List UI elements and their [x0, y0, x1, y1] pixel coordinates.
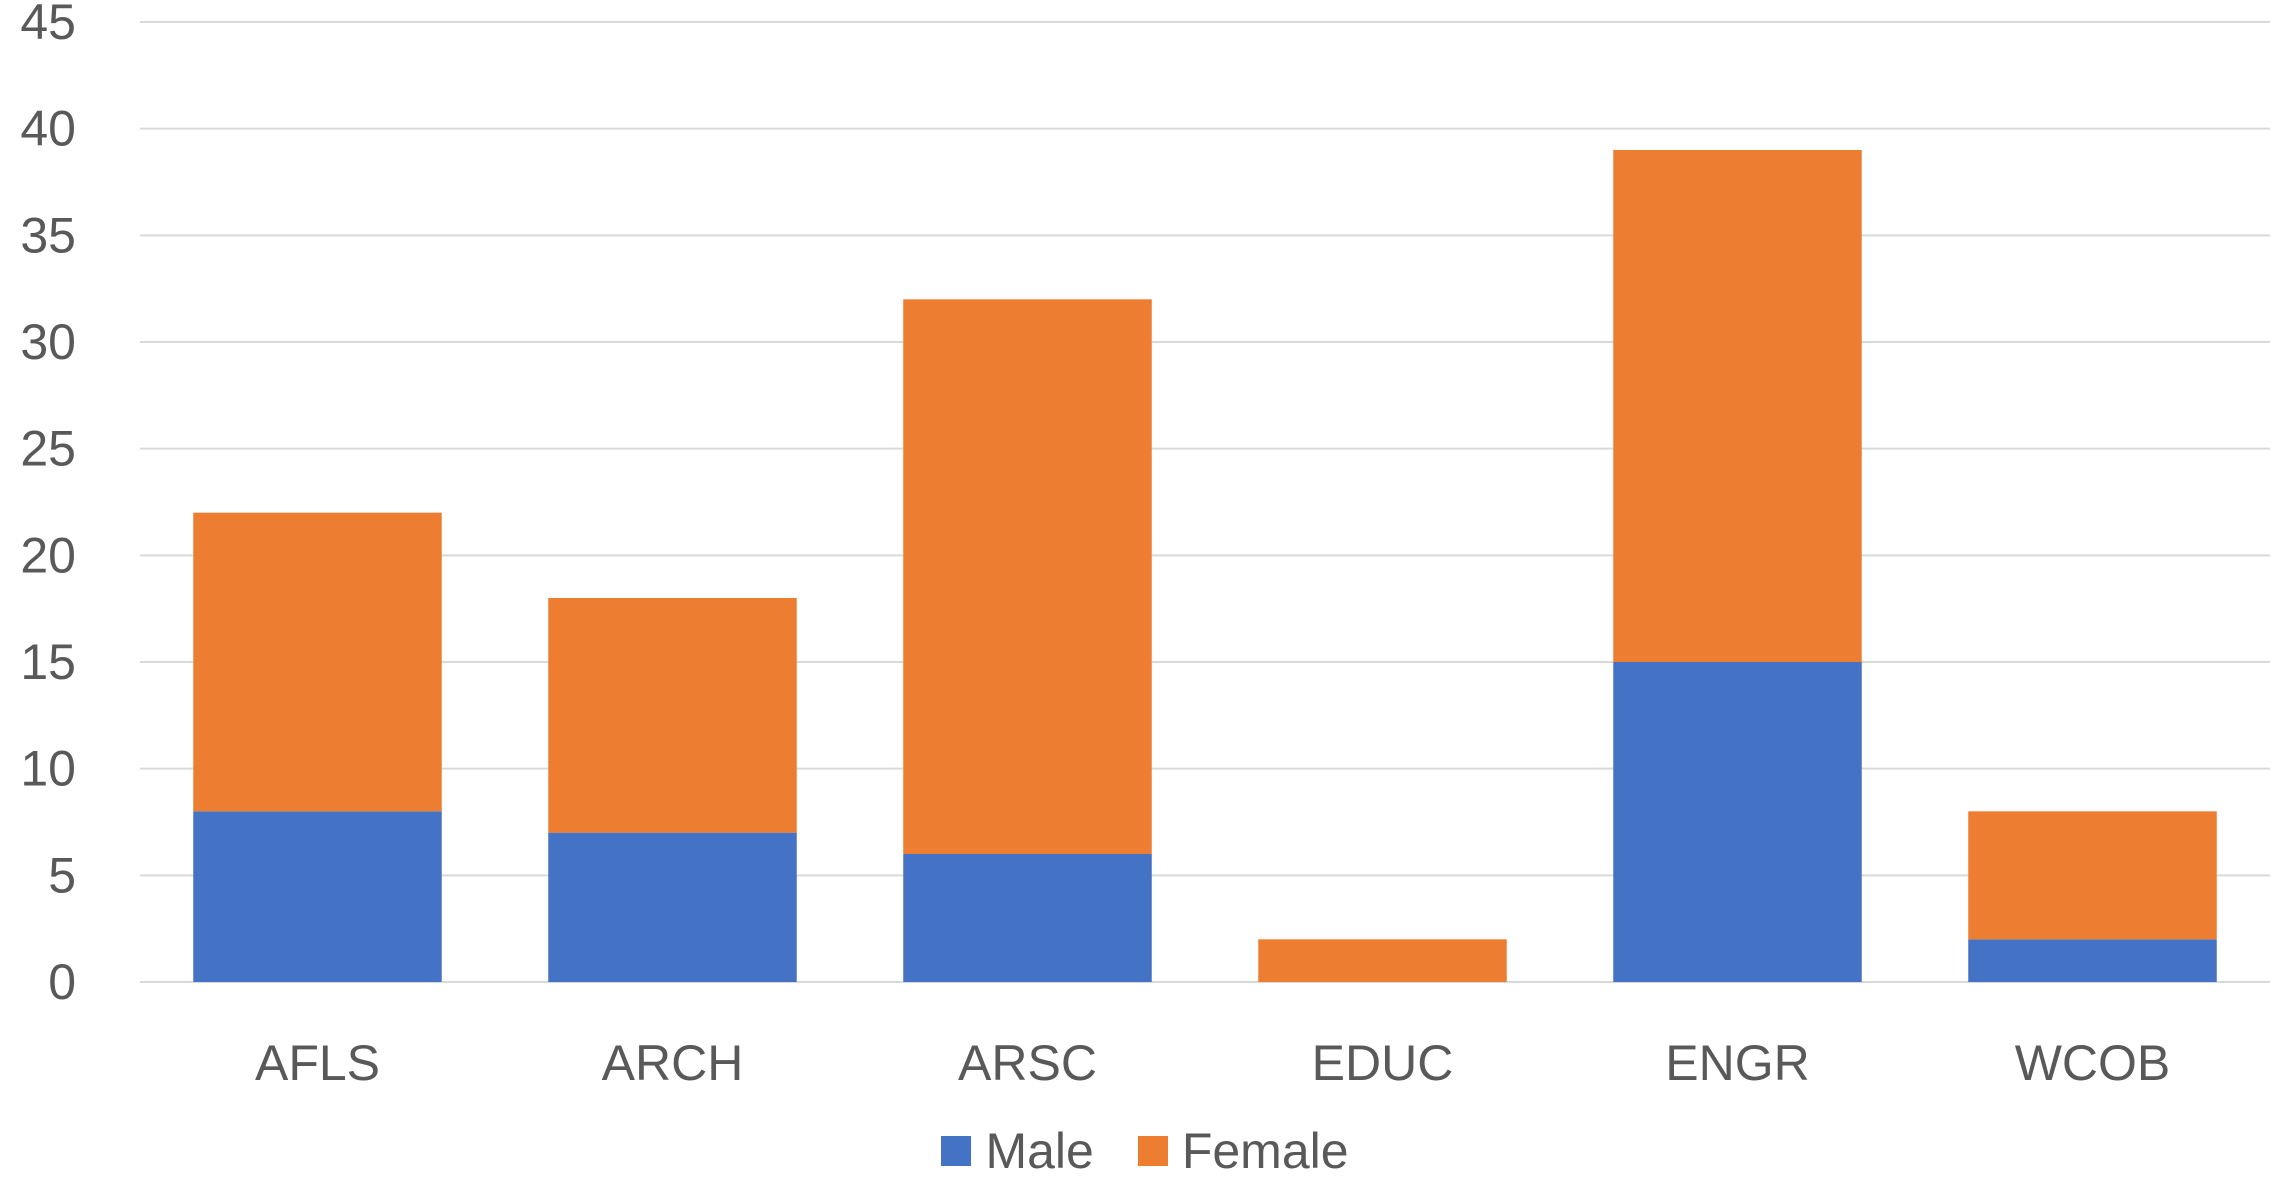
x-tick-label-wcob: WCOB — [2015, 1035, 2171, 1091]
x-tick-label-engr: ENGR — [1665, 1035, 1809, 1091]
bar-female-engr — [1613, 150, 1862, 662]
gridlines — [140, 21, 2270, 983]
y-tick-label: 15 — [20, 634, 76, 690]
bar-female-afls — [193, 512, 442, 812]
y-tick-label: 30 — [20, 314, 76, 370]
y-tick-label: 0 — [48, 954, 76, 1010]
y-tick-label: 40 — [20, 101, 76, 157]
y-tick-label: 10 — [20, 741, 76, 797]
y-tick-label: 25 — [20, 421, 76, 477]
y-tick-label: 45 — [20, 0, 76, 50]
legend-label-female: Female — [1181, 1123, 1349, 1179]
y-axis-ticks: 0 5 10 15 20 25 30 35 40 45 — [20, 0, 76, 1010]
bar-female-wcob — [1968, 811, 2217, 940]
bar-female-arch — [548, 598, 797, 833]
bar-male-engr — [1613, 662, 1862, 982]
x-axis-ticks: AFLS ARCH ARSC EDUC ENGR WCOB — [255, 1035, 2170, 1091]
legend-label-male: Male — [985, 1123, 1094, 1179]
legend: Male Female — [0, 1122, 2290, 1180]
x-tick-label-arsc: ARSC — [958, 1035, 1097, 1091]
y-tick-label: 35 — [20, 207, 76, 263]
x-tick-label-afls: AFLS — [255, 1035, 380, 1091]
bar-male-afls — [193, 811, 442, 982]
y-tick-label: 20 — [20, 527, 76, 583]
bar-male-wcob — [1968, 939, 2217, 982]
y-tick-label: 5 — [48, 847, 76, 903]
x-tick-label-arch: ARCH — [602, 1035, 744, 1091]
x-tick-label-educ: EDUC — [1312, 1035, 1454, 1091]
bar-female-educ — [1258, 939, 1507, 982]
bar-male-arch — [548, 832, 797, 982]
bar-male-arsc — [903, 854, 1152, 982]
legend-swatch-female — [1137, 1136, 1168, 1166]
legend-item-male: Male — [941, 1122, 1094, 1180]
bar-female-arsc — [903, 299, 1152, 854]
legend-swatch-male — [941, 1136, 972, 1166]
legend-item-female: Female — [1137, 1122, 1349, 1180]
bars — [193, 150, 2217, 982]
